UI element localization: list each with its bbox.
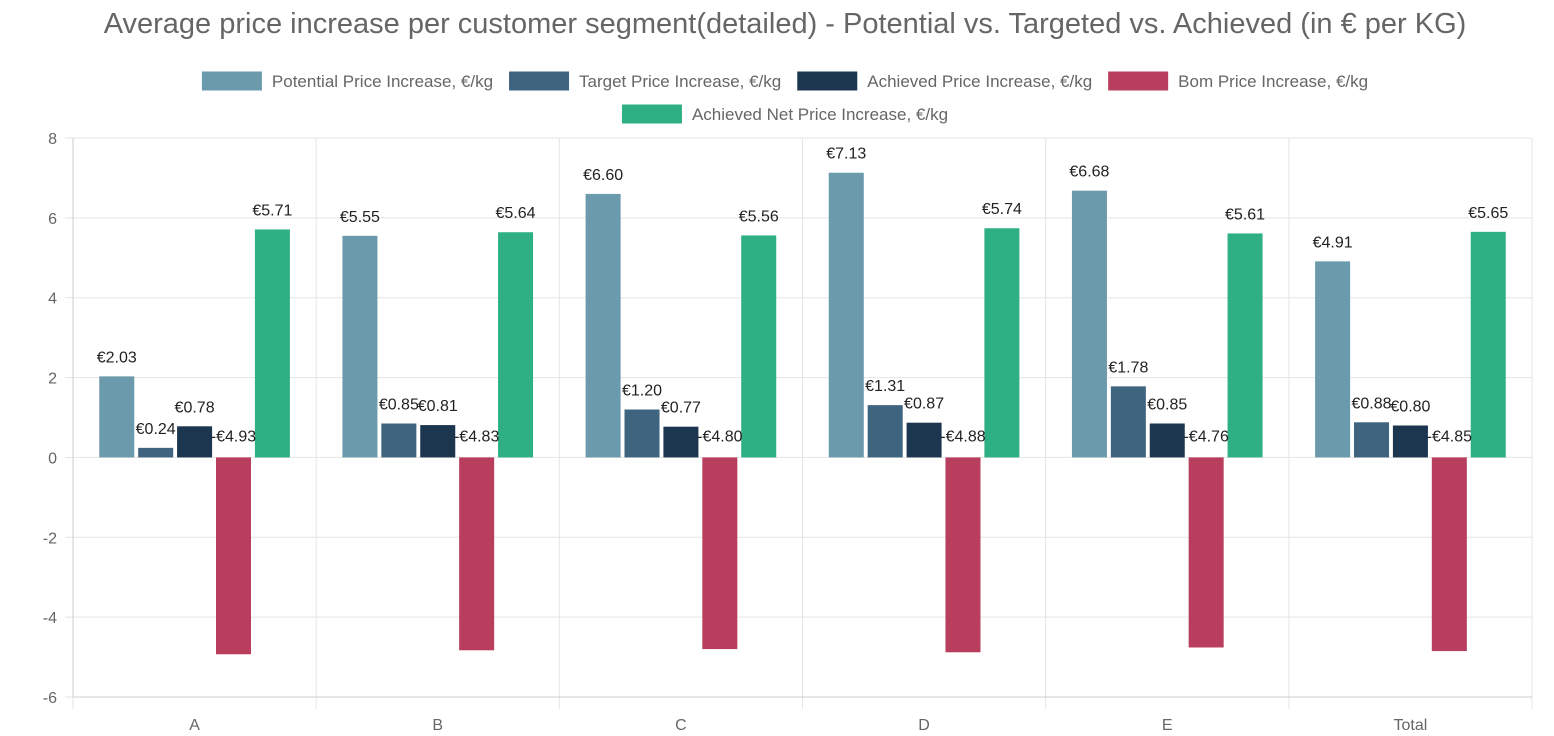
legend-swatch [621,104,682,124]
y-tick-label: 0 [48,450,57,467]
data-label: -€4.93 [211,428,256,445]
legend-label: Achieved Price Increase, €/kg [867,72,1092,91]
x-tick-label: B [432,717,443,734]
data-label: €5.65 [1468,205,1508,222]
bar[interactable] [585,193,621,458]
data-label: €0.81 [418,398,458,415]
data-label: -€4.83 [454,428,499,445]
legend-label: Achieved Net Price Increase, €/kg [692,105,948,124]
data-label: €6.68 [1069,164,1109,181]
bar[interactable] [215,457,251,655]
legend-swatch [797,71,858,91]
x-tick-label: C [675,717,687,734]
data-label: €5.55 [340,209,380,226]
bar[interactable] [663,426,699,458]
bar[interactable] [1110,386,1146,458]
data-label: -€4.88 [940,428,985,445]
bar[interactable] [741,235,777,458]
legend: Potential Price Increase, €/kg Target Pri… [201,71,1368,125]
bar[interactable] [867,405,903,458]
y-tick-label: -6 [43,690,57,707]
data-label: €2.03 [97,349,137,366]
bar[interactable] [984,228,1020,458]
legend-label: Bom Price Increase, €/kg [1178,72,1368,91]
x-tick-label: Total [1394,717,1428,734]
x-tick-label: A [189,717,200,734]
x-tick-label: D [918,717,930,734]
bar[interactable] [1315,261,1351,458]
y-tick-label: -4 [43,610,57,627]
bar[interactable] [1392,425,1428,458]
legend-item[interactable]: Bom Price Increase, €/kg [1108,71,1368,92]
data-label: -€4.85 [1427,428,1472,445]
grid [65,137,1533,709]
bars [99,172,1506,655]
bar[interactable] [1431,457,1467,652]
data-label: -€4.80 [697,428,742,445]
bar[interactable] [254,229,290,458]
y-tick-label: -2 [43,530,57,547]
data-label: €0.80 [1390,398,1430,415]
legend-item[interactable]: Target Price Increase, €/kg [509,71,781,92]
data-label: €0.24 [136,421,176,438]
bar[interactable] [1071,190,1107,458]
legend-item[interactable]: Achieved Net Price Increase, €/kg [621,104,948,125]
bar[interactable] [1188,457,1224,648]
bar[interactable] [138,447,174,458]
data-label: €5.71 [252,202,292,219]
bar[interactable] [498,232,534,458]
bar[interactable] [624,409,660,458]
bar[interactable] [828,172,864,458]
data-label: €5.56 [739,208,779,225]
data-label: €0.88 [1351,395,1391,412]
bar[interactable] [177,426,213,458]
y-tick-label: 6 [48,211,57,228]
data-label: €0.78 [175,399,215,416]
legend-item[interactable]: Achieved Price Increase, €/kg [797,71,1092,92]
data-label: €4.91 [1313,234,1353,251]
bar[interactable] [342,235,378,458]
y-tick-label: 4 [48,291,57,308]
data-label: €0.85 [379,396,419,413]
data-label: €5.61 [1225,206,1265,223]
bar[interactable] [1354,422,1390,458]
data-label: €0.87 [904,396,944,413]
legend-label: Potential Price Increase, €/kg [272,72,493,91]
data-label: €6.60 [583,167,623,184]
data-label: €5.64 [496,205,536,222]
data-label: -€4.76 [1183,428,1228,445]
y-tick-label: 2 [48,371,57,388]
data-label: €1.78 [1108,359,1148,376]
bar[interactable] [1470,231,1506,458]
legend-swatch [201,71,262,91]
data-label: €1.31 [865,378,905,395]
chart-title: Average price increase per customer segm… [104,8,1467,40]
data-label: €0.77 [661,400,701,417]
legend-label: Target Price Increase, €/kg [579,72,781,91]
bar[interactable] [945,457,981,653]
bar[interactable] [459,457,495,651]
data-labels: €2.03 €5.55 €6.60 €7.13 €6.68 €4.91 €0.24 €0.85… [97,146,1509,446]
legend-item[interactable]: Potential Price Increase, €/kg [201,71,493,92]
bar[interactable] [420,425,456,458]
data-label: €7.13 [826,146,866,163]
bar[interactable] [702,457,738,650]
bar[interactable] [381,423,417,458]
data-label: €1.20 [622,383,662,400]
legend-swatch [1108,71,1169,91]
axes: 8 6 4 2 0 -2 -4 -6 A B C D E Total [43,131,1532,734]
bar[interactable] [1227,233,1263,458]
data-label: €0.85 [1147,396,1187,413]
x-tick-label: E [1162,717,1173,734]
y-tick-label: 8 [48,131,57,148]
bar[interactable] [906,422,942,458]
bar[interactable] [99,376,135,458]
bar[interactable] [1149,423,1185,458]
legend-swatch [509,71,570,91]
data-label: €5.74 [982,201,1022,218]
